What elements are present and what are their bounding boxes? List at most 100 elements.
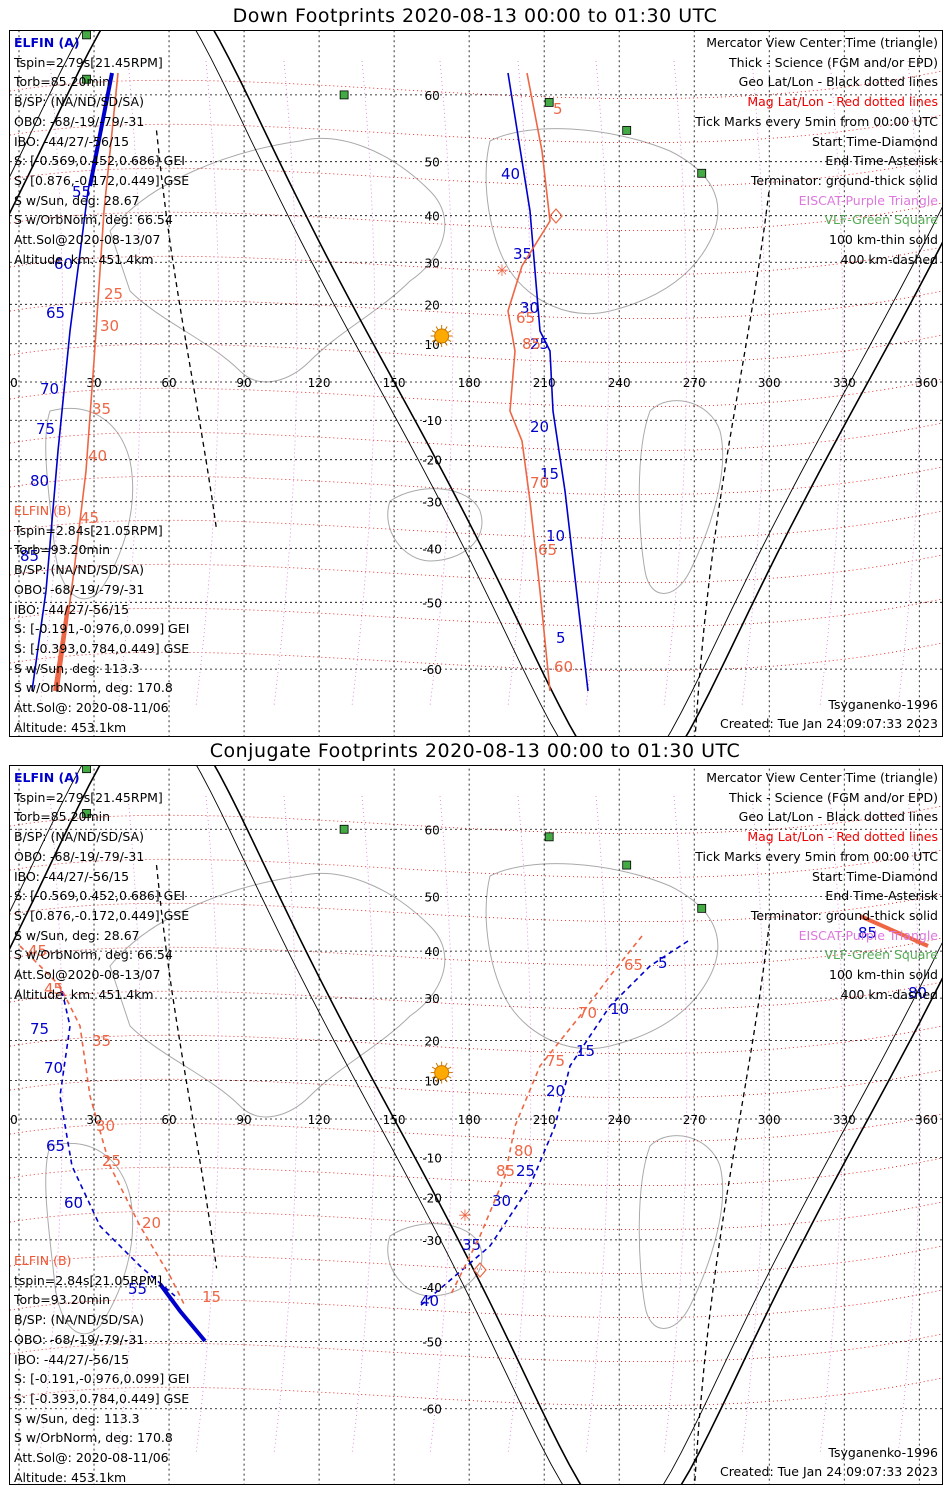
sun-icon	[430, 1061, 453, 1084]
elfin-a-tick-label: 60	[64, 1194, 83, 1212]
map-footer: Tsyganenko-1996 Created: Tue Jan 24 09:0…	[720, 1443, 938, 1482]
lat-tick-label: -20	[422, 1191, 442, 1205]
elfin-b-info-line: S w/OrbNorm, deg: 170.8	[14, 680, 173, 696]
conjugate-footprints-map-panel: 0306090120150180210240270300330360706050…	[9, 765, 943, 1485]
elfin-a-tick-label: 40	[420, 1292, 439, 1310]
elfin-b-info-line: IBO: -44/27/-56/15	[14, 601, 130, 617]
elfin-b-tick-label: 85	[522, 335, 541, 353]
elfin-b-info-line: Att.Sol@: 2020-08-11/06	[14, 1450, 169, 1466]
elfin-b-info-line: tspin=2.84s[21.05RPM]	[14, 1272, 163, 1288]
elfin-b-tick-label: 75	[546, 1052, 565, 1070]
lat-tick-label: 20	[424, 298, 439, 312]
lon-tick-label: 0	[10, 376, 18, 390]
mag-lat-line	[10, 981, 942, 1011]
lat-tick-label: 60	[424, 89, 439, 103]
lat-tick-label: -30	[422, 496, 442, 510]
legend-item: 400 km-dashed	[840, 251, 938, 267]
elfin-a-info: ELFIN (A) Tspin=2.79s[21.45RPM] Torb=85.…	[14, 768, 189, 1004]
elfin-a-tick-label: 55	[128, 1280, 147, 1298]
lat-tick-label: -40	[422, 542, 442, 556]
mag-lat-line	[10, 334, 942, 364]
elfin-a-tick-label: 40	[501, 165, 520, 183]
vlf-station-icon	[544, 832, 554, 842]
legend-item: VLF-Green Square	[824, 212, 938, 228]
mag-lat-line	[10, 378, 942, 408]
terminator-ground-line	[10, 766, 942, 1484]
legend-item: 100 km-thin solid	[829, 967, 938, 983]
terminator-400km-line	[155, 130, 218, 530]
legend-item: Mag Lat/Lon - Red dotted lines	[747, 829, 938, 845]
elfin-a-tick-label: 70	[44, 1059, 63, 1077]
lat-tick-label: -10	[422, 1152, 442, 1166]
mag-lat-line	[10, 158, 942, 188]
elfin-b-tick-label: 70	[530, 474, 549, 492]
mag-lat-line	[10, 893, 942, 923]
elfin-a-tick-label: 5	[658, 954, 668, 972]
mag-lat-line	[10, 1245, 942, 1275]
elfin-a-tick-label: 25	[516, 1162, 535, 1180]
elfin-b-tick-label: 40	[88, 447, 107, 465]
coastline	[485, 128, 719, 315]
elfin-a-info-line: Altitude, km: 451.4km	[14, 986, 154, 1002]
lon-tick-label: 300	[758, 1113, 781, 1127]
lon-tick-label: 0	[10, 1113, 18, 1127]
lat-tick-label: 20	[424, 1035, 439, 1049]
elfin-b-tick-label: 5	[553, 100, 563, 118]
lat-tick-label: -60	[422, 1403, 442, 1417]
elfin-b-tick-label: 25	[102, 1152, 121, 1170]
elfin-b-info-line: OBO: -68/-19/-79/-31	[14, 1331, 145, 1347]
elfin-a-info-line: IBO: -44/27/-56/15	[14, 868, 130, 884]
lat-tick-label: -10	[422, 414, 442, 428]
elfin-b-tick-label: 65	[516, 309, 535, 327]
elfin-a-tick-label: 55	[72, 183, 91, 201]
elfin-a-info-line: Torb=85.20min	[14, 809, 111, 825]
coastline	[387, 1223, 483, 1297]
vlf-station-icon	[544, 98, 554, 107]
map-legend: Mercator View Center Time (triangle) Thi…	[695, 33, 938, 269]
lat-tick-label: 50	[424, 156, 439, 170]
vlf-station-icon	[82, 31, 91, 40]
elfin-b-info-line: Altitude: 453.1km	[14, 1469, 127, 1485]
elfin-b-tick-label: 20	[142, 1214, 161, 1232]
lat-tick-label: -20	[422, 454, 442, 468]
legend-item: Thick - Science (FGM and/or EPD)	[729, 54, 938, 70]
map-footer: Tsyganenko-1996 Created: Tue Jan 24 09:0…	[720, 695, 938, 734]
legend-item: Geo Lat/Lon - Black dotted lines	[738, 809, 938, 825]
coastline	[638, 400, 724, 594]
down-footprints-map: 0306090120150180210240270300330360706050…	[10, 31, 942, 736]
elfin-b-tick-label: 45	[80, 509, 99, 527]
lon-tick-label: 270	[683, 1113, 706, 1127]
elfin-a-info-line: Torb=85.20min	[14, 74, 111, 90]
mag-lat-line	[10, 114, 942, 144]
mag-lat-line	[10, 1377, 942, 1407]
coastline	[387, 488, 483, 562]
elfin-b-info: ELFIN (B) tspin=2.84s[21.05RPM] Torb=93.…	[14, 1251, 190, 1485]
elfin-b-tick-label: 25	[104, 285, 123, 303]
elfin-a-tick-label: 30	[520, 299, 539, 317]
elfin-b-info-line: IBO: -44/27/-56/15	[14, 1351, 130, 1367]
elfin-b-tick-label: 65	[624, 956, 643, 974]
elfin-a-label: ELFIN (A)	[14, 35, 80, 50]
elfin-b-info-line: S: [-0.393,0.784,0.449] GSE	[14, 1390, 190, 1406]
mag-lat-line	[10, 1289, 942, 1319]
terminator-400km-line	[693, 925, 770, 1484]
elfin-a-info-line: Altitude, km: 451.4km	[14, 251, 154, 267]
lon-tick-label: 240	[608, 1113, 631, 1127]
elfin-b-info: ELFIN (B) Tspin=2.84s[21.05RPM] Torb=93.…	[14, 501, 189, 736]
terminator-100km-line	[10, 766, 942, 1484]
lon-tick-label: 330	[833, 376, 856, 390]
elfin-b-track	[507, 72, 551, 692]
vlf-station-icon	[339, 90, 349, 100]
elfin-a-tick-label: 85	[20, 547, 39, 565]
model-label: Tsyganenko-1996	[828, 1444, 938, 1460]
created-label: Created: Tue Jan 24 09:07:33 2023	[719, 1464, 938, 1480]
elfin-b-tick-label: 30	[100, 317, 119, 335]
elfin-a-info-line: B/SP: (NA/ND/SD/SA)	[14, 94, 144, 110]
elfin-a-tick-label: 10	[610, 1000, 629, 1018]
lon-tick-label: 120	[308, 376, 331, 390]
elfin-a-science-segment	[88, 72, 114, 187]
elfin-a-info-line: OBO: -68/-19/-79/-31	[14, 113, 145, 129]
down-footprints-map-panel: 0306090120150180210240270300330360706050…	[9, 30, 943, 737]
end-time-asterisk-icon: ✳	[495, 261, 508, 280]
vlf-station-icon	[82, 809, 91, 818]
